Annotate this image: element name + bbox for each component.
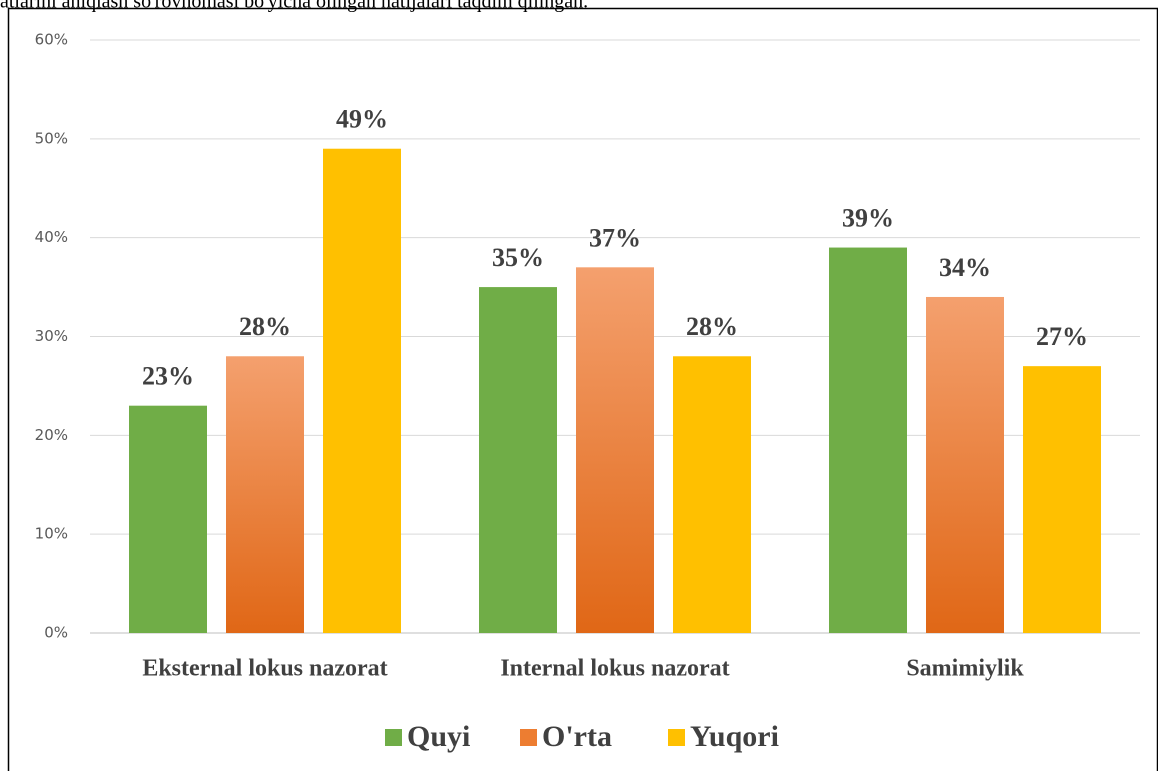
legend-swatch bbox=[385, 729, 402, 746]
data-label: 23% bbox=[142, 362, 194, 391]
bar bbox=[479, 287, 557, 633]
y-tick-label: 20% bbox=[35, 426, 68, 444]
data-label: 35% bbox=[492, 243, 544, 272]
legend-label: Quyi bbox=[407, 720, 470, 753]
bar bbox=[1023, 366, 1101, 633]
bar bbox=[226, 356, 304, 633]
data-label: 28% bbox=[686, 312, 738, 341]
y-tick-label: 50% bbox=[35, 129, 68, 147]
x-tick-label: Internal lokus nazorat bbox=[500, 656, 729, 682]
y-tick-label: 0% bbox=[44, 624, 68, 642]
legend-label: Yuqori bbox=[690, 720, 779, 753]
data-label: 34% bbox=[939, 253, 991, 282]
caption: atlarini aniqlash so'rovnomasi bo'yicha … bbox=[0, 0, 588, 13]
x-tick-label: Eksternal lokus nazorat bbox=[142, 656, 387, 682]
bar bbox=[673, 356, 751, 633]
y-tick-label: 10% bbox=[35, 525, 68, 543]
data-label: 39% bbox=[842, 204, 894, 233]
bar bbox=[129, 405, 207, 633]
y-tick-label: 40% bbox=[35, 228, 68, 246]
data-label: 27% bbox=[1036, 322, 1088, 351]
data-label: 37% bbox=[589, 223, 641, 252]
legend-label: O'rta bbox=[542, 720, 612, 753]
x-tick-label: Samimiylik bbox=[906, 656, 1024, 682]
data-label: 28% bbox=[239, 312, 291, 341]
data-label: 49% bbox=[336, 105, 388, 134]
bar bbox=[576, 267, 654, 633]
y-tick-label: 30% bbox=[35, 327, 68, 345]
legend-swatch bbox=[668, 729, 685, 746]
y-tick-label: 60% bbox=[35, 31, 68, 49]
legend-swatch bbox=[520, 729, 537, 746]
bar bbox=[323, 148, 401, 633]
bar bbox=[926, 296, 1004, 633]
bar bbox=[829, 247, 907, 634]
